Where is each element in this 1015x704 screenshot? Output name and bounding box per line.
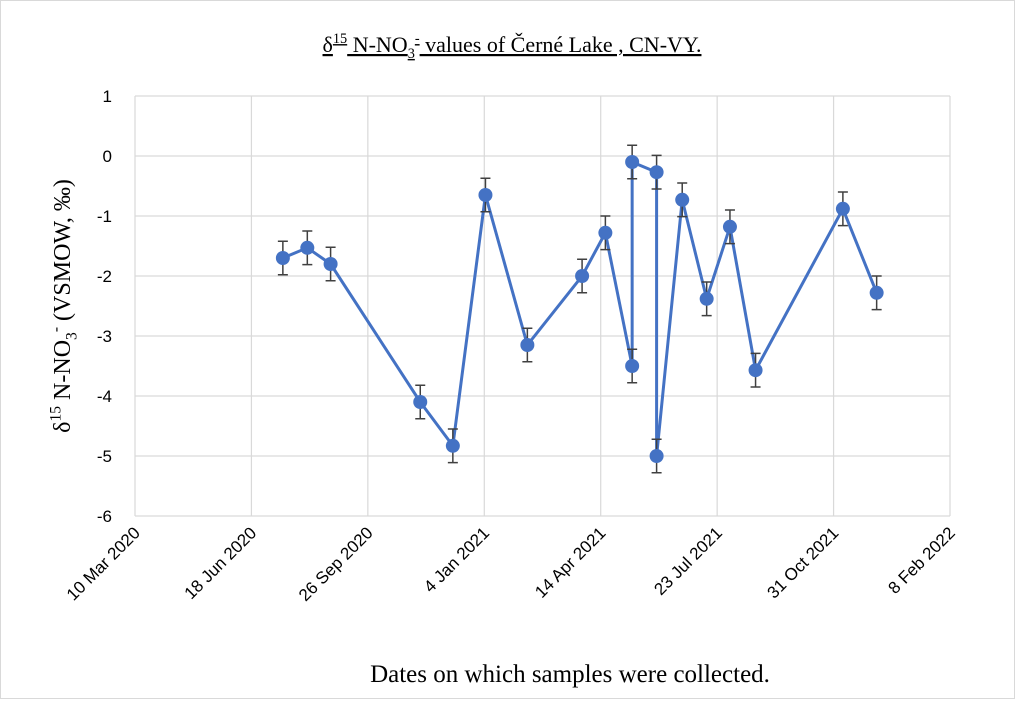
y-tick-label: 0 (103, 147, 112, 166)
data-point (649, 165, 664, 180)
data-point (275, 251, 290, 265)
data-point (722, 219, 737, 234)
data-point (445, 438, 460, 453)
data-point (598, 225, 613, 240)
chart-title: δ15 N-NO3- values of Černé Lake , CN-VY. (323, 31, 702, 62)
y-tick-label: -5 (97, 447, 112, 466)
data-point (413, 395, 428, 409)
data-point (478, 188, 493, 202)
chart-title-part: δ (323, 32, 333, 57)
chart-title-part: values of Černé Lake , CN-VY. (420, 32, 702, 57)
data-point (520, 338, 535, 352)
data-point (649, 449, 664, 463)
y-axis-label-part: - (47, 327, 64, 332)
data-point (869, 285, 884, 300)
y-tick-label: -1 (97, 207, 112, 226)
y-axis-label-part: 15 (47, 406, 64, 422)
y-axis-label-part: 3 (63, 332, 80, 340)
data-point (323, 257, 338, 271)
data-point (835, 201, 850, 216)
y-axis-label-part: δ (50, 422, 76, 433)
y-axis-label-part: N-NO (50, 340, 76, 406)
chart-title-part: 15 (333, 31, 347, 47)
data-point (625, 155, 640, 169)
data-point (675, 192, 690, 207)
data-point (699, 291, 714, 306)
data-point (625, 359, 640, 373)
y-tick-label: -4 (97, 387, 112, 406)
chart-title-part: N-NO (347, 32, 408, 57)
y-tick-label: -6 (97, 507, 112, 526)
y-tick-label: -2 (97, 267, 112, 286)
y-tick-label: -3 (97, 327, 112, 346)
data-point (575, 269, 590, 283)
x-axis-label: Dates on which samples were collected. (370, 661, 770, 688)
data-point (300, 240, 315, 255)
y-axis-label-part: (VSMOW, ‰) (50, 179, 76, 327)
y-axis-label: δ15 N-NO3- (VSMOW, ‰) (47, 179, 80, 433)
data-point (748, 363, 763, 378)
chart-title-part: 3 (408, 46, 415, 62)
y-tick-label: 1 (103, 87, 112, 106)
chart-title-part: - (415, 31, 420, 47)
